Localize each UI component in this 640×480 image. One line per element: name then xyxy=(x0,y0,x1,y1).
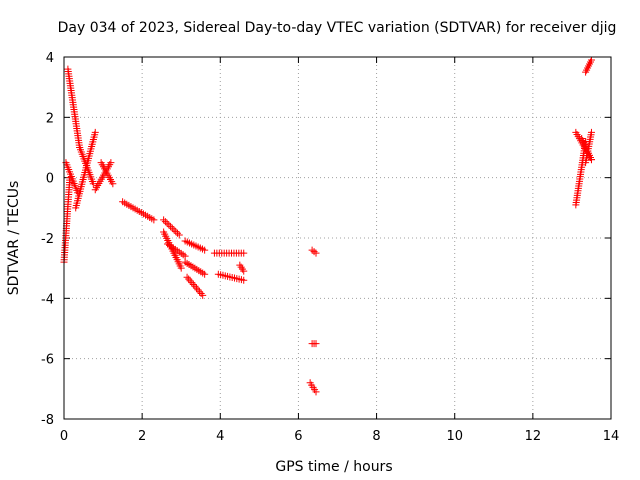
data-point xyxy=(191,282,199,290)
data-point xyxy=(587,156,595,164)
data-point xyxy=(167,223,175,231)
x-tick-label: 0 xyxy=(60,429,68,444)
y-tick-label: -2 xyxy=(41,232,54,247)
y-tick-label: 4 xyxy=(46,51,54,66)
data-point xyxy=(107,159,115,167)
data-point xyxy=(587,56,595,64)
y-tick-label: 0 xyxy=(46,172,54,187)
data-point xyxy=(189,280,197,288)
data-point xyxy=(91,128,99,136)
data-point xyxy=(192,284,200,292)
plot-frame xyxy=(63,56,612,420)
y-tick-label: 2 xyxy=(46,111,54,126)
x-tick-label: 10 xyxy=(446,429,463,444)
data-point xyxy=(194,286,202,294)
y-tick-label: -6 xyxy=(41,353,54,368)
data-point xyxy=(174,229,182,237)
data-point xyxy=(240,276,248,284)
data-point xyxy=(170,226,178,234)
data-point xyxy=(160,216,168,224)
data-point xyxy=(240,249,248,257)
data-point xyxy=(172,228,180,236)
y-tick-label: -8 xyxy=(41,413,54,428)
data-point xyxy=(582,159,590,167)
grid-lines xyxy=(64,57,611,419)
chart-title: Day 034 of 2023, Sidereal Day-to-day VTE… xyxy=(58,20,617,36)
data-point xyxy=(109,180,117,188)
data-point xyxy=(201,246,209,254)
y-tick-label: -4 xyxy=(41,292,54,307)
data-point xyxy=(168,224,176,232)
data-point xyxy=(201,270,209,278)
data-point xyxy=(188,279,196,287)
data-points xyxy=(60,56,595,396)
data-point xyxy=(163,219,171,227)
x-tick-label: 4 xyxy=(216,429,224,444)
data-point xyxy=(312,340,320,348)
data-point xyxy=(165,221,173,229)
axis-ticks: 0 2 4 6 8 10 12 14 4 2 0 -2 -4 -6 -8 xyxy=(41,51,619,444)
x-tick-label: 6 xyxy=(294,429,302,444)
data-point xyxy=(185,275,193,283)
x-tick-label: 2 xyxy=(138,429,146,444)
data-point xyxy=(150,216,158,224)
data-point xyxy=(199,291,207,299)
data-point xyxy=(175,231,183,239)
data-point xyxy=(183,273,191,281)
data-point xyxy=(177,264,185,272)
data-point xyxy=(197,290,205,298)
y-axis-label: SDTVAR / TECUs xyxy=(6,181,22,296)
data-point xyxy=(181,252,189,260)
data-point xyxy=(186,277,194,285)
x-axis-label: GPS time / hours xyxy=(275,459,392,475)
data-point xyxy=(312,249,320,257)
x-tick-label: 12 xyxy=(525,429,542,444)
data-point xyxy=(240,267,248,275)
x-tick-label: 8 xyxy=(372,429,380,444)
data-point xyxy=(161,218,169,226)
x-tick-label: 14 xyxy=(603,429,620,444)
data-point xyxy=(312,388,320,396)
data-point xyxy=(196,288,204,296)
